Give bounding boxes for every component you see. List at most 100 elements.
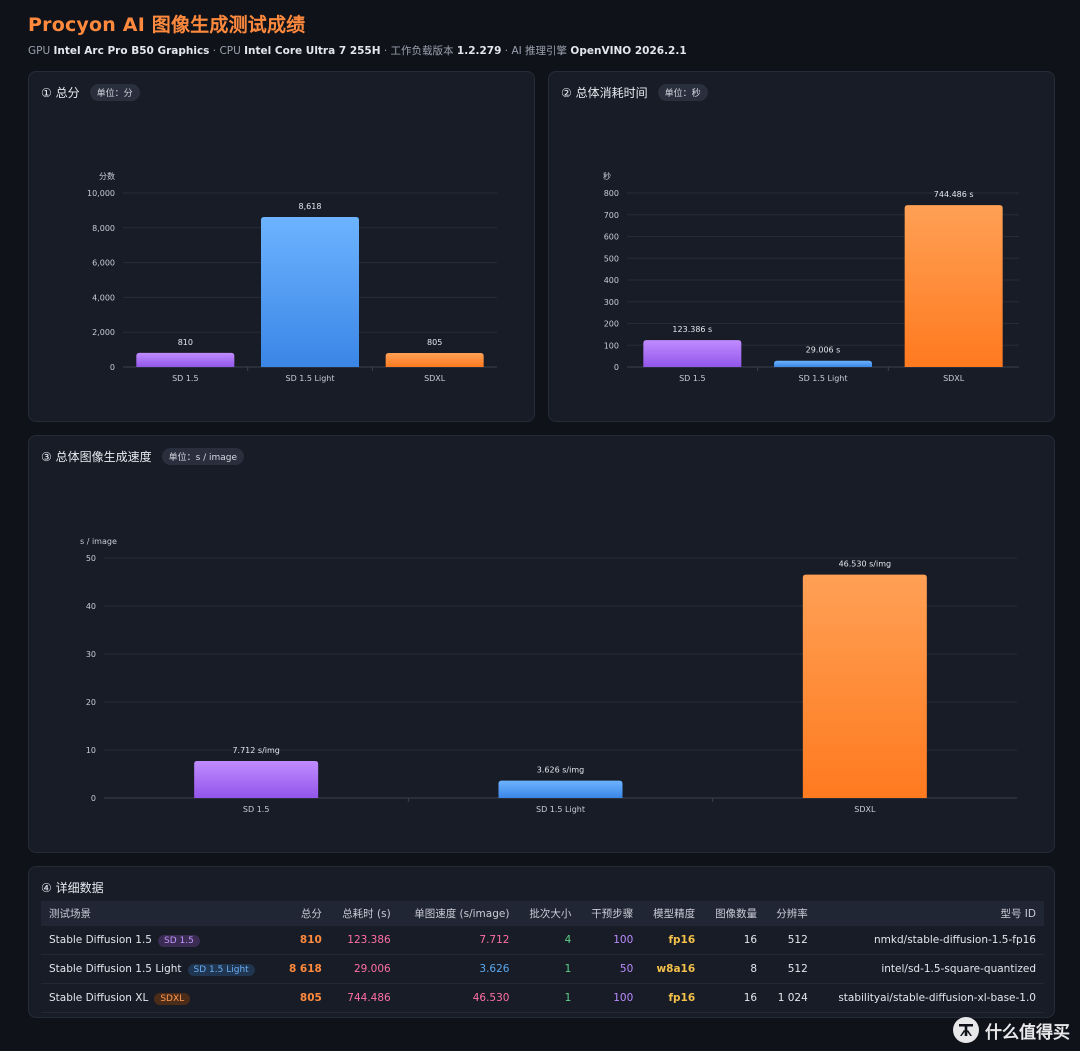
y-tick-label: 50 — [86, 554, 96, 563]
bar-value-label: 8,618 — [299, 202, 322, 211]
chart-title: ① 总分 — [41, 86, 80, 100]
panel-total-score: ① 总分 单位：分 分数 0 2,000 4,000 6,000 8,000 10,000 8… — [28, 71, 535, 422]
y-tick-label: 0 — [110, 363, 115, 372]
x-tick-label: SD 1.5 — [243, 805, 270, 814]
table-row: Stable Diffusion XL SDXL 805 744.486 46.5… — [41, 983, 1044, 1013]
col-batch: 批次大小 — [529, 908, 572, 920]
x-tick-label: SD 1.5 — [679, 374, 706, 383]
batch-cell: 1 — [517, 954, 580, 984]
col-resolution: 分辨率 — [776, 908, 808, 920]
cpu-name: Intel Core Ultra 7 255H — [244, 45, 381, 57]
y-tick-label: 500 — [604, 254, 619, 263]
unit-badge: 单位：s / image — [161, 448, 245, 465]
y-tick-label: 4,000 — [92, 293, 115, 302]
x-tick-label: SD 1.5 — [172, 374, 199, 383]
precision-cell: fp16 — [641, 926, 704, 955]
chart-title: ③ 总体图像生成速度 — [41, 450, 152, 464]
bar-value-label: 7.712 s/img — [232, 746, 279, 755]
y-axis-label: s / image — [80, 537, 117, 546]
table-row: Stable Diffusion 1.5 Light SD 1.5 Light 8… — [41, 954, 1044, 984]
col-scene: 测试场景 — [49, 908, 91, 920]
unit-badge: 单位：分 — [89, 84, 140, 101]
batch-cell: 4 — [517, 926, 580, 955]
col-speed: 单图速度 (s/image) — [414, 908, 510, 920]
y-tick-label: 2,000 — [92, 328, 115, 337]
x-tick-label: SDXL — [424, 374, 446, 383]
workload-prefix: · 工作负载版本 — [383, 45, 454, 57]
table-row: Stable Diffusion 1.5 SD 1.5 810 123.386 7… — [41, 926, 1044, 955]
steps-cell: 100 — [579, 926, 642, 955]
scene-name: Stable Diffusion XL — [49, 991, 149, 1004]
model-cell: nmkd/stable-diffusion-1.5-fp16 — [815, 926, 1044, 955]
x-tick-label: SDXL — [854, 805, 876, 814]
time-cell: 123.386 — [329, 926, 399, 955]
model-cell: intel/sd-1.5-square-quantized — [815, 954, 1044, 984]
bar-value-label: 3.626 s/img — [537, 766, 584, 775]
steps-cell: 100 — [579, 983, 642, 1013]
bar-value-label: 805 — [427, 338, 442, 347]
y-tick-label: 30 — [86, 650, 96, 659]
resolution-cell: 512 — [765, 954, 816, 984]
bar — [774, 360, 872, 367]
y-tick-label: 100 — [604, 341, 619, 350]
y-tick-label: 40 — [86, 602, 96, 611]
y-tick-label: 700 — [604, 211, 619, 220]
col-precision: 模型精度 — [653, 908, 696, 920]
bar — [194, 760, 319, 798]
engine-name: OpenVINO 2026.2.1 — [570, 45, 687, 57]
y-tick-label: 800 — [604, 189, 619, 198]
x-tick-label: SD 1.5 Light — [798, 374, 847, 383]
resolution-cell: 1 024 — [765, 983, 816, 1013]
watermark-text: 什么值得买 — [985, 1022, 1070, 1043]
time-cell: 744.486 — [329, 983, 399, 1013]
x-tick-label: SD 1.5 Light — [285, 374, 334, 383]
y-tick-label: 0 — [91, 794, 96, 803]
gpu-prefix: GPU — [28, 45, 51, 57]
col-score: 总分 — [300, 908, 322, 920]
table-title: ④ 详细数据 — [41, 881, 104, 895]
zhi-logo-icon — [953, 1017, 979, 1043]
y-tick-label: 20 — [86, 698, 96, 707]
speed-cell: 3.626 — [398, 954, 518, 984]
y-tick-label: 200 — [604, 320, 619, 329]
page-header: Procyon AI 图像生成测试成绩 GPU Intel Arc Pro B5… — [28, 10, 687, 58]
col-model: 型号 ID — [1000, 908, 1036, 920]
bar-value-label: 123.386 s — [672, 325, 712, 334]
score-cell: 810 — [277, 926, 330, 955]
scene-name: Stable Diffusion 1.5 Light — [49, 962, 182, 975]
col-time: 总耗时 (s) — [342, 908, 391, 920]
precision-cell: fp16 — [641, 983, 704, 1013]
bar-value-label: 46.530 s/img — [839, 560, 892, 569]
bar — [498, 780, 623, 798]
gpu-name: Intel Arc Pro B50 Graphics — [53, 45, 210, 57]
panel-detail-table: ④ 详细数据 测试场景 总分 总耗时 (s) 单图速度 (s/image) 批次… — [28, 866, 1055, 1018]
table-header-row: 测试场景 总分 总耗时 (s) 单图速度 (s/image) 批次大小 干预步骤… — [41, 901, 1044, 926]
hardware-info: GPU Intel Arc Pro B50 Graphics · CPU Int… — [28, 43, 687, 58]
y-tick-label: 600 — [604, 233, 619, 242]
bar — [802, 574, 927, 798]
y-tick-label: 400 — [604, 276, 619, 285]
score-cell: 8 618 — [277, 954, 330, 984]
engine-prefix: · AI 推理引擎 — [504, 45, 568, 57]
score-chart: 分数 0 2,000 4,000 6,000 8,000 10,000 810 SD 1.5 8,… — [87, 171, 497, 383]
workload-version: 1.2.279 — [456, 45, 502, 57]
col-steps: 干预步骤 — [591, 908, 634, 920]
precision-cell: w8a16 — [641, 954, 704, 984]
cpu-prefix: · CPU — [212, 45, 241, 57]
speed-chart: s / image 0 10 20 30 40 50 7.712 s/img SD 1.5 3.6… — [80, 537, 1017, 814]
y-axis-label: 分数 — [99, 171, 115, 181]
y-tick-label: 10,000 — [87, 189, 115, 198]
panel-speed: ③ 总体图像生成速度 单位：s / image s / image 0 10 20 30… — [28, 435, 1055, 853]
bar — [261, 217, 359, 367]
model-cell: stabilityai/stable-diffusion-xl-base-1.0 — [815, 983, 1044, 1013]
bar — [904, 205, 1003, 367]
score-cell: 805 — [277, 983, 330, 1013]
y-axis-label: 秒 — [603, 171, 611, 181]
detail-table: 测试场景 总分 总耗时 (s) 单图速度 (s/image) 批次大小 干预步骤… — [41, 901, 1044, 1013]
chart-title: ② 总体消耗时间 — [561, 86, 648, 100]
col-images: 图像数量 — [715, 908, 758, 920]
unit-badge: 单位：秒 — [657, 84, 708, 101]
time-cell: 29.006 — [329, 954, 399, 984]
y-tick-label: 6,000 — [92, 259, 115, 268]
images-cell: 16 — [703, 983, 766, 1013]
